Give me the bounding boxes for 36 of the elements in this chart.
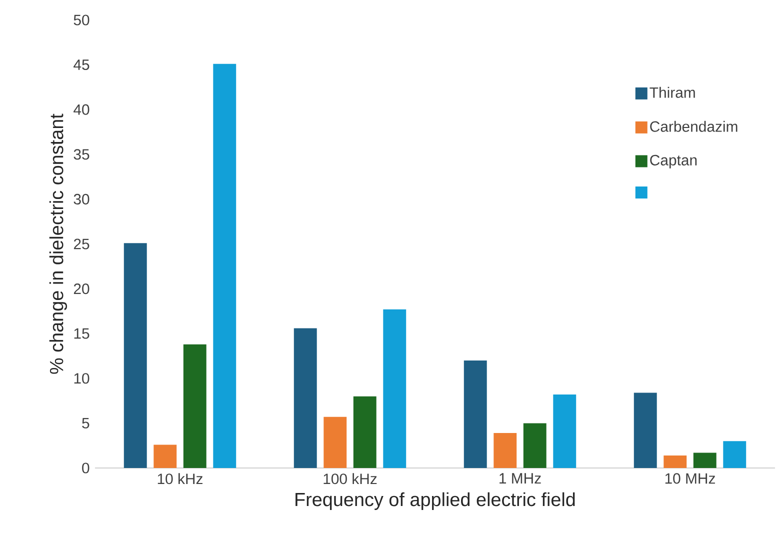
y-tick-label: 50 bbox=[74, 14, 90, 26]
x-tick-label: 10 MHz bbox=[665, 473, 715, 484]
y-tick-label: 40 bbox=[74, 104, 90, 115]
bar bbox=[553, 394, 576, 468]
bar bbox=[494, 433, 517, 468]
y-tick-label: 45 bbox=[74, 60, 90, 70]
bar bbox=[464, 360, 487, 468]
y-tick-label: 20 bbox=[74, 284, 90, 294]
y-tick-label: 5 bbox=[82, 418, 90, 428]
x-tick-label: 1 MHz bbox=[500, 473, 541, 484]
bar bbox=[124, 243, 147, 468]
y-tick-label: 35 bbox=[74, 149, 90, 160]
y-tick-label: 0 bbox=[82, 462, 90, 474]
bar bbox=[383, 309, 406, 468]
bar bbox=[523, 423, 546, 468]
x-axis-title: Frequency of applied electric field bbox=[296, 492, 575, 510]
bar bbox=[634, 392, 657, 468]
bar bbox=[213, 64, 236, 468]
legend-label: Thiram bbox=[650, 86, 695, 98]
x-tick-label: 10 kHz bbox=[158, 473, 202, 484]
legend-label: Captan bbox=[650, 154, 697, 168]
bar bbox=[183, 344, 206, 468]
bar bbox=[693, 452, 716, 468]
y-tick-label: 30 bbox=[74, 194, 90, 204]
bar bbox=[664, 455, 687, 468]
bar bbox=[154, 444, 177, 468]
bar bbox=[294, 328, 317, 468]
y-axis-title: % change in dielectric constant bbox=[49, 114, 68, 374]
legend-label: Carbendazim bbox=[650, 120, 738, 132]
bar bbox=[353, 396, 376, 468]
y-tick-label: 15 bbox=[74, 328, 90, 339]
bar bbox=[324, 416, 347, 468]
y-tick-label: 25 bbox=[74, 238, 90, 250]
y-tick-label: 10 bbox=[74, 373, 90, 384]
bar bbox=[723, 441, 746, 468]
x-tick-label: 100 kHz bbox=[324, 473, 377, 484]
